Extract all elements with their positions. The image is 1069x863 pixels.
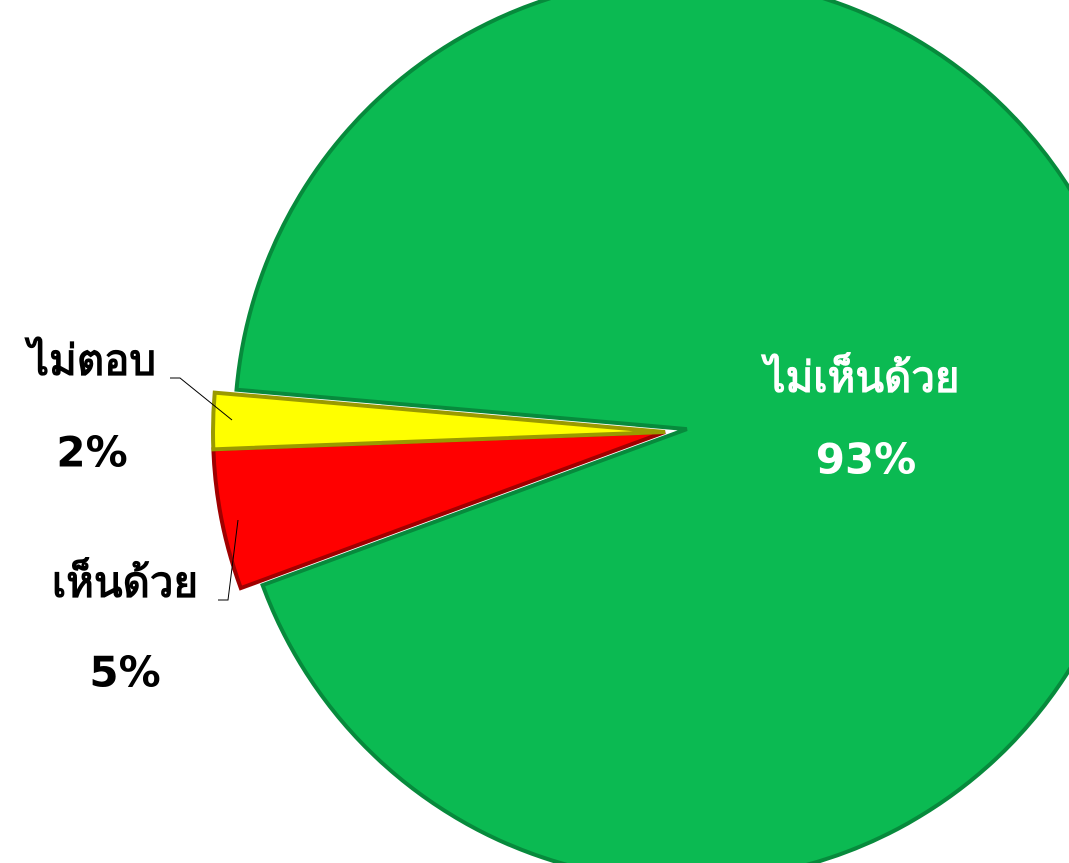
leader-line: [218, 519, 239, 601]
pie-slice: [211, 390, 666, 452]
slice-label: เห็นด้วย: [52, 557, 198, 607]
leader-line: [170, 377, 233, 421]
pie-slice: [234, 0, 1069, 863]
slice-label: ไม่ตอบ: [24, 336, 156, 385]
pie-slice: [211, 430, 666, 591]
slice-value-label: 93%: [816, 435, 917, 484]
slice-value-label: 5%: [89, 648, 160, 697]
slice-label: ไม่เห็นด้วย: [760, 352, 959, 402]
slice-value-label: 2%: [56, 428, 127, 477]
